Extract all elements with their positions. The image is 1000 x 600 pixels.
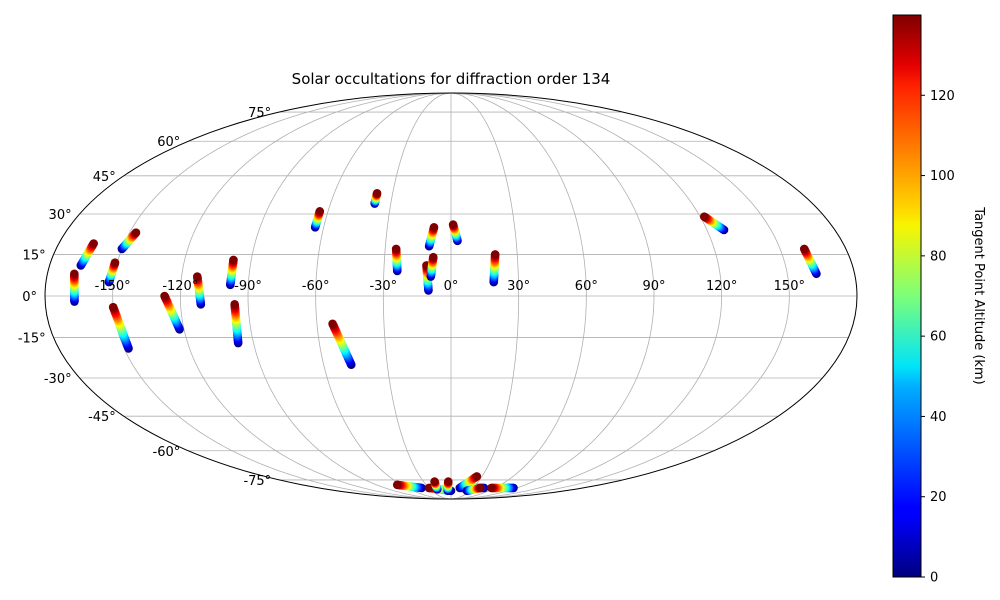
occultation-point: [372, 188, 382, 198]
latitude-tick-label: -15°: [18, 332, 46, 347]
occultation-track: [160, 291, 184, 334]
longitude-tick-labels: -150° -120° -90° -60° -30° 0° 30° 60° 90° 120° 150…: [95, 279, 805, 294]
longitude-tick-label: -120°: [162, 279, 198, 294]
occultation-track: [426, 252, 438, 281]
occultation-point: [490, 250, 500, 259]
occultation-point: [443, 477, 453, 486]
occultation-points: [70, 188, 821, 496]
colorbar-label: Tangent Point Altitude (km): [971, 206, 986, 384]
occultation-track: [108, 302, 133, 353]
occultation-point: [110, 258, 120, 268]
map-boundary: [44, 92, 858, 500]
latitude-tick-label: 15°: [23, 248, 46, 263]
chart-title: Solar occultations for diffraction order…: [292, 70, 611, 88]
latitude-tick-label: 75°: [248, 106, 271, 121]
occultation-track: [443, 477, 453, 496]
occultation-point: [193, 272, 202, 281]
graticule: [45, 93, 857, 499]
occultation-track: [328, 319, 356, 370]
latitude-tick-label: -30°: [44, 372, 72, 387]
longitude-tick-label: 150°: [774, 279, 805, 294]
colorbar: 0 20 40 60 80 100 120 Tangent Point Altitude (…: [892, 14, 986, 586]
occultation-point: [392, 480, 402, 490]
occultation-point: [429, 222, 439, 232]
colorbar-tick-label: 100: [930, 169, 955, 184]
occultation-track: [799, 244, 821, 279]
occultation-track: [225, 255, 238, 290]
longitude-tick-label: 30°: [507, 279, 530, 294]
latitude-tick-label: 60°: [157, 135, 180, 150]
occultation-track: [391, 244, 402, 276]
occultation-track: [489, 250, 500, 287]
occultation-track: [462, 483, 485, 496]
occultation-point: [448, 220, 458, 229]
longitude-tick-label: 120°: [706, 279, 737, 294]
occultation-point: [487, 483, 496, 493]
occultation-track: [70, 269, 79, 306]
colorbar-tick-label: 60: [930, 330, 947, 345]
colorbar-ticks: 0 20 40 60 80 100 120: [921, 89, 955, 586]
occultation-point: [391, 244, 401, 254]
occultation-point: [699, 212, 709, 221]
latitude-tick-label: 0°: [22, 290, 37, 305]
latitude-tick-label: -45°: [88, 410, 116, 425]
occultation-track: [699, 212, 729, 235]
occultation-point: [428, 252, 438, 262]
occultation-point: [229, 255, 238, 265]
colorbar-tick-label: 40: [930, 410, 947, 425]
colorbar-tick-label: 20: [930, 490, 947, 505]
occultation-point: [472, 472, 482, 481]
longitude-tick-label: -60°: [302, 279, 330, 294]
occultation-track: [392, 480, 426, 493]
occultation-point: [89, 239, 98, 248]
colorbar-gradient: [892, 14, 922, 578]
latitude-tick-label: -60°: [153, 445, 181, 460]
occultation-track: [430, 477, 442, 494]
occultation-track: [117, 228, 141, 254]
occultation-track: [370, 188, 382, 208]
occultation-track: [76, 239, 98, 270]
colorbar-tick-label: 80: [930, 249, 947, 264]
occultation-point: [160, 291, 169, 301]
occultation-point: [230, 300, 239, 309]
occultation-point: [476, 483, 485, 493]
longitude-tick-label: -90°: [234, 279, 262, 294]
occultation-track: [424, 222, 439, 251]
occultation-track: [448, 220, 462, 246]
colorbar-tick-label: 0: [930, 571, 938, 586]
map-area: -150° -120° -90° -60° -30° 0° 30° 60° 90° 120° 150…: [18, 92, 858, 500]
occultation-track: [230, 300, 243, 348]
longitude-tick-label: 90°: [642, 279, 665, 294]
latitude-tick-label: -75°: [243, 474, 271, 489]
occultation-track: [104, 258, 120, 287]
occultation-point: [328, 319, 337, 329]
occultation-point: [430, 477, 439, 486]
longitude-tick-label: 60°: [575, 279, 598, 294]
occultation-point: [131, 228, 141, 237]
occultation-track: [455, 472, 482, 493]
occultation-point: [315, 207, 325, 216]
longitude-tick-label: -30°: [369, 279, 397, 294]
latitude-tick-label: 45°: [93, 170, 116, 185]
occultation-point: [799, 244, 809, 254]
colorbar-tick-label: 120: [930, 89, 955, 104]
occultation-point: [70, 269, 79, 279]
occultation-track: [193, 272, 206, 309]
longitude-tick-label: -150°: [95, 279, 131, 294]
occultation-point: [108, 302, 118, 312]
latitude-tick-labels: -75° -60° -45° -30° -15° 0° 15° 30° 45° 60° 75°: [18, 106, 271, 489]
occultation-track: [487, 483, 518, 493]
occultation-point: [424, 483, 434, 493]
latitude-tick-label: 30°: [49, 208, 72, 223]
longitude-tick-label: 0°: [444, 279, 459, 294]
occultation-track: [310, 207, 325, 232]
